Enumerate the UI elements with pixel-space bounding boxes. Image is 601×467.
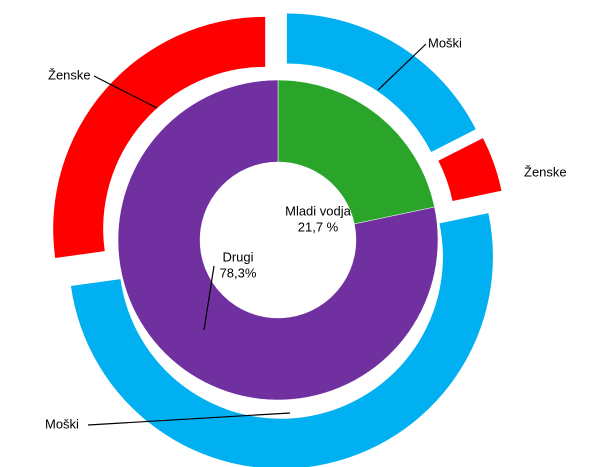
leader-line [93, 75, 158, 109]
segment-label: Moški [428, 35, 462, 50]
segment-label: Drugi [222, 249, 253, 264]
donut-segment [53, 16, 266, 259]
donut-segment [117, 79, 439, 401]
leader-line [377, 43, 427, 91]
value-label: 21,7 % [298, 219, 339, 234]
donut-segment [438, 138, 502, 201]
donut-segment [286, 13, 476, 152]
segment-label: Ženske [48, 67, 91, 82]
segment-label: Ženske [524, 164, 567, 179]
segment-label: Mladi vodja [285, 203, 352, 218]
leader-line [203, 265, 215, 331]
value-label: 78,3% [220, 265, 257, 280]
segment-label: Moški [45, 416, 79, 431]
donut-segment [277, 79, 435, 225]
donut-segment [70, 213, 493, 467]
leader-line [87, 412, 291, 426]
